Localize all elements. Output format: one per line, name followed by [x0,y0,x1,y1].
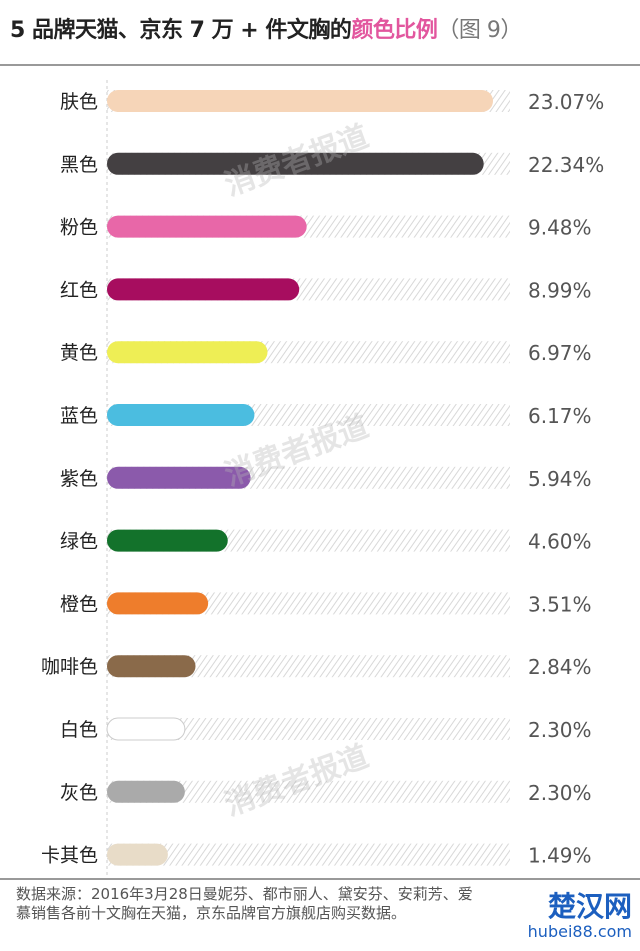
value-label: 2.84% [528,655,592,679]
data-source-note: 数据来源：2016年3月28日曼妮芬、都市丽人、黛安芬、安莉芳、爱慕销售各前十文… [16,885,473,922]
category-label: 白色 [60,719,98,741]
category-label: 肤色 [60,91,98,113]
value-label: 2.30% [528,718,592,742]
bar [107,90,493,112]
category-label: 绿色 [60,531,98,553]
title-figure-number: （图 9） [437,18,522,43]
bar-track [107,780,510,803]
value-label: 9.48% [528,216,592,240]
value-label: 22.34% [528,153,604,177]
bar [106,717,186,741]
category-label: 红色 [60,279,98,301]
category-label: 紫色 [60,468,98,490]
bar [107,529,228,552]
title-main: 5 品牌天猫、京东 7 万 + 件文胸的 [10,18,352,43]
title-highlight: 颜色比例 [351,18,438,43]
value-label: 5.94% [528,467,592,491]
value-label: 23.07% [528,90,604,114]
value-label: 6.17% [528,404,592,428]
chart-title: 5 品牌天猫、京东 7 万 + 件文胸的颜色比例（图 9） [10,12,522,44]
category-label: 咖啡色 [41,656,98,678]
value-label: 1.49% [528,844,592,868]
bar [107,592,209,615]
bottom-divider [0,878,640,880]
value-label: 2.30% [528,781,592,805]
value-label: 6.97% [528,341,592,365]
bar [107,215,307,238]
category-label: 粉色 [60,217,98,239]
bar-track [107,655,510,678]
bar [107,466,251,489]
bar [107,152,484,175]
bar-track [107,718,510,740]
category-label: 黄色 [60,342,98,364]
bar [107,780,185,803]
value-label: 8.99% [528,278,592,302]
bar [107,843,168,866]
bar [107,655,196,678]
value-label: 3.51% [528,592,592,616]
bar [107,278,300,301]
site-logo: 楚汉网 hubei88.com [512,892,632,942]
value-label: 4.60% [528,530,592,554]
category-label: 黑色 [60,154,98,176]
logo-domain: hubei88.com [527,922,632,941]
category-label: 灰色 [60,782,98,804]
category-label: 卡其色 [41,845,98,867]
logo-chinese: 楚汉网 [547,890,632,923]
category-label: 橙色 [60,593,98,615]
bar-track [107,592,510,615]
bar [107,404,255,426]
bar-track [107,843,510,866]
top-divider [0,64,640,66]
category-label: 蓝色 [60,405,98,427]
bar [107,341,268,364]
